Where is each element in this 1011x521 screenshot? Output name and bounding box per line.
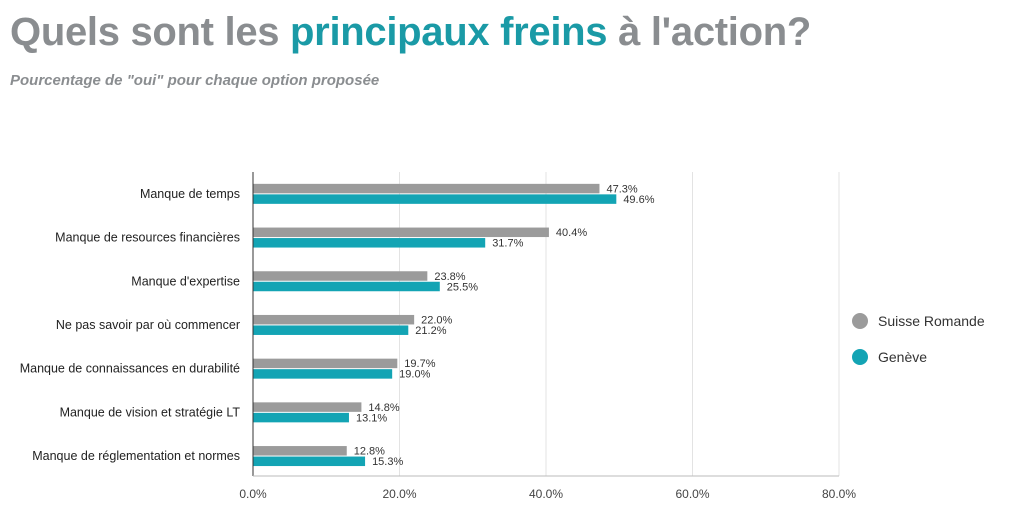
bar	[253, 446, 347, 456]
category-label: Manque de vision et stratégie LT	[60, 405, 241, 419]
legend-item-suisse-romande[interactable]: Suisse Romande	[852, 310, 985, 332]
category-label: Manque de temps	[140, 187, 240, 201]
data-label: 40.4%	[556, 227, 587, 239]
bar	[253, 194, 617, 204]
data-label: 21.2%	[415, 325, 446, 337]
bar	[253, 238, 486, 248]
page-title: Quels sont les principaux freins à l'act…	[10, 10, 811, 55]
data-label: 19.0%	[399, 369, 430, 381]
bar	[253, 369, 393, 379]
data-label: 31.7%	[492, 238, 523, 250]
data-label: 15.3%	[372, 456, 403, 468]
title-accent: principaux freins	[290, 10, 608, 54]
data-label: 12.8%	[354, 446, 385, 458]
bar	[253, 412, 349, 423]
legend-swatch-geneve	[852, 349, 868, 365]
title-prefix: Quels sont les	[10, 10, 280, 54]
category-label: Manque de réglementation et normes	[32, 449, 240, 463]
category-label: Manque de resources financières	[55, 231, 240, 245]
legend-swatch-suisse-romande	[852, 313, 868, 329]
legend-item-geneve[interactable]: Genève	[852, 346, 985, 368]
data-label: 19.7%	[404, 358, 435, 370]
bar	[253, 271, 428, 281]
x-tick-label: 40.0%	[529, 487, 563, 501]
page-subtitle: Pourcentage de "oui" pour chaque option …	[10, 72, 380, 89]
x-tick-label: 20.0%	[382, 487, 416, 501]
category-label: Manque de connaissances en durabilité	[20, 362, 240, 376]
category-label: Ne pas savoir par où commencer	[56, 318, 240, 332]
legend-label-suisse-romande: Suisse Romande	[878, 313, 985, 329]
data-label: 22.0%	[421, 314, 452, 326]
x-tick-label: 60.0%	[675, 487, 709, 501]
data-label: 13.1%	[356, 412, 387, 424]
bar	[253, 281, 440, 292]
data-label: 47.3%	[606, 183, 637, 195]
chart-legend: Suisse Romande Genève	[852, 310, 985, 382]
title-suffix: à l'action?	[618, 10, 812, 54]
bar	[253, 358, 398, 369]
bar	[253, 227, 549, 238]
x-tick-label: 80.0%	[822, 487, 856, 501]
data-label: 14.8%	[368, 402, 399, 414]
data-label: 23.8%	[434, 271, 465, 283]
legend-label-geneve: Genève	[878, 349, 928, 365]
bar	[253, 325, 409, 335]
bar	[253, 314, 415, 325]
data-label: 25.5%	[447, 281, 478, 293]
bar	[253, 402, 362, 412]
data-label: 49.6%	[623, 194, 654, 206]
bar	[253, 456, 366, 467]
bar	[253, 183, 600, 194]
category-label: Manque d'expertise	[131, 274, 240, 288]
x-tick-label: 0.0%	[239, 487, 267, 501]
